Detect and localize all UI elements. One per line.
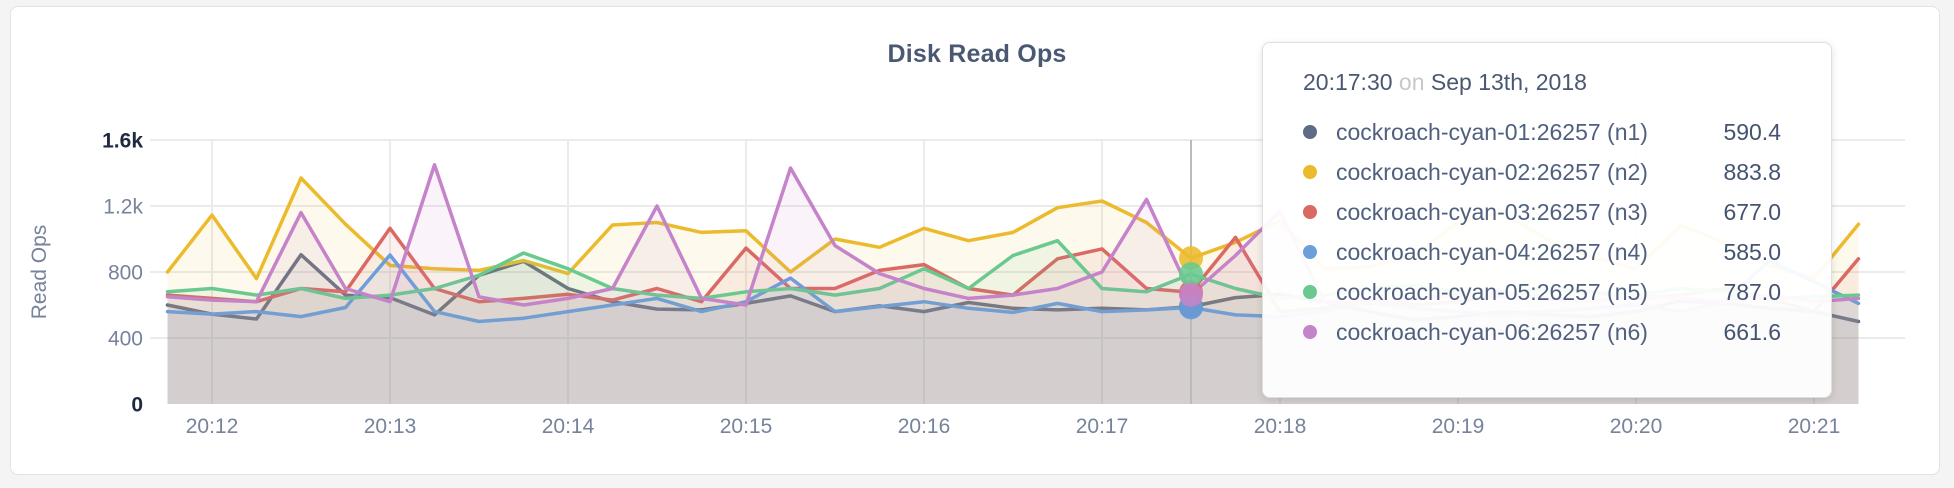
tooltip-row-n2: cockroach-cyan-02:26257 (n2) 883.8	[1303, 152, 1781, 192]
series-value: 661.6	[1723, 318, 1781, 345]
tooltip-row-n3: cockroach-cyan-03:26257 (n3) 677.0	[1303, 192, 1781, 232]
series-color-dot-icon	[1303, 245, 1317, 259]
x-tick-label: 20:15	[720, 415, 773, 438]
series-value: 677.0	[1723, 198, 1781, 225]
y-tick-label: 0	[131, 393, 143, 416]
series-label: cockroach-cyan-03:26257 (n3)	[1336, 198, 1648, 225]
x-tick-label: 20:19	[1432, 415, 1485, 438]
tooltip-time: 20:17:30	[1303, 69, 1393, 95]
series-label: cockroach-cyan-02:26257 (n2)	[1336, 158, 1648, 185]
y-axis-title: Read Ops	[28, 225, 51, 320]
x-tick-label: 20:17	[1076, 415, 1129, 438]
series-label: cockroach-cyan-05:26257 (n5)	[1336, 278, 1648, 305]
x-tick-label: 20:12	[186, 415, 239, 438]
tooltip-on-text: on	[1398, 69, 1425, 95]
series-color-dot-icon	[1303, 285, 1317, 299]
tooltip-row-n5: cockroach-cyan-05:26257 (n5) 787.0	[1303, 272, 1781, 312]
series-label: cockroach-cyan-04:26257 (n4)	[1336, 238, 1648, 265]
y-tick-label: 400	[108, 327, 143, 350]
x-tick-label: 20:13	[364, 415, 417, 438]
x-tick-label: 20:21	[1788, 415, 1841, 438]
tooltip-row-n1: cockroach-cyan-01:26257 (n1) 590.4	[1303, 112, 1781, 152]
series-value: 590.4	[1723, 118, 1781, 145]
tooltip-date: Sep 13th, 2018	[1430, 69, 1587, 95]
x-tick-label: 20:14	[542, 415, 595, 438]
series-color-dot-icon	[1303, 125, 1317, 139]
y-tick-label: 800	[108, 261, 143, 284]
hover-dot-n5	[1179, 262, 1203, 287]
series-value: 585.0	[1723, 238, 1781, 265]
hover-dot-n6	[1179, 282, 1203, 307]
series-color-dot-icon	[1303, 325, 1317, 339]
x-tick-label: 20:20	[1610, 415, 1663, 438]
tooltip-header: 20:17:30 on Sep 13th, 2018	[1303, 69, 1781, 96]
x-tick-label: 20:18	[1254, 415, 1307, 438]
series-label: cockroach-cyan-06:26257 (n6)	[1336, 318, 1648, 345]
chart-title: Disk Read Ops	[887, 40, 1067, 68]
chart-tooltip: 20:17:30 on Sep 13th, 2018 cockroach-cya…	[1262, 42, 1832, 398]
series-color-dot-icon	[1303, 205, 1317, 219]
tooltip-series-list: cockroach-cyan-01:26257 (n1) 590.4 cockroa…	[1303, 112, 1781, 352]
tooltip-row-n4: cockroach-cyan-04:26257 (n4) 585.0	[1303, 232, 1781, 272]
y-tick-label: 1.2k	[103, 195, 143, 218]
series-label: cockroach-cyan-01:26257 (n1)	[1336, 118, 1648, 145]
x-tick-label: 20:16	[898, 415, 951, 438]
series-color-dot-icon	[1303, 165, 1317, 179]
series-value: 787.0	[1723, 278, 1781, 305]
tooltip-row-n6: cockroach-cyan-06:26257 (n6) 661.6	[1303, 312, 1781, 352]
y-tick-label: 1.6k	[102, 129, 143, 152]
series-value: 883.8	[1723, 158, 1781, 185]
